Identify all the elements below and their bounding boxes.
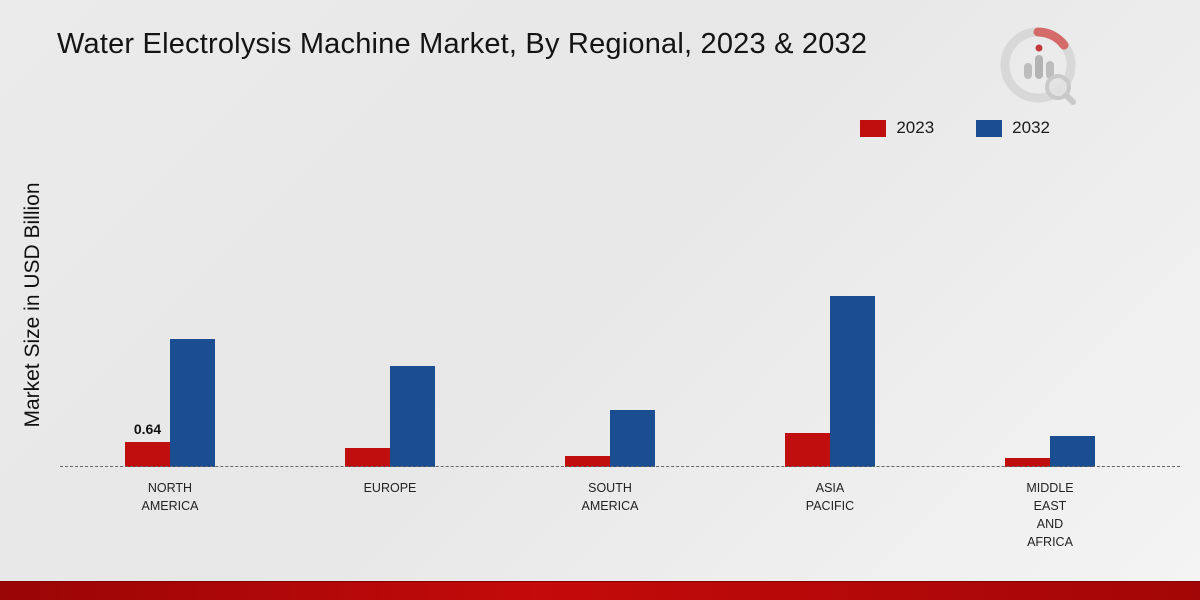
legend-item-2023: 2023 <box>860 118 934 138</box>
y-axis-label: Market Size in USD Billion <box>21 182 44 428</box>
bar-2032-europe <box>390 365 435 467</box>
category-label: SOUTH AMERICA <box>581 481 639 514</box>
bar-pair <box>565 409 655 467</box>
bar-2032-asia-pacific <box>830 296 875 467</box>
legend-label-2023: 2023 <box>896 118 935 137</box>
bar-2023-europe <box>345 447 390 467</box>
bar-group: ASIA PACIFIC <box>785 296 875 513</box>
bar-2023-middle-east-and-africa <box>1005 458 1050 467</box>
bottom-red-strip <box>0 581 1200 600</box>
bar-pair: 0.64 <box>125 339 215 467</box>
bar-2023-asia-pacific <box>785 433 830 467</box>
bar-value-label: 0.64 <box>133 421 162 438</box>
bar-2032-north-america <box>170 339 215 467</box>
chart-legend: 2023 2032 <box>860 118 1050 138</box>
category-label: EUROPE <box>363 481 417 495</box>
brand-logo-icon <box>1000 27 1076 105</box>
legend-swatch-2032 <box>976 119 1003 137</box>
bar-pair <box>1005 435 1095 467</box>
legend-item-2032: 2032 <box>976 118 1050 138</box>
bar-group: MIDDLE EAST AND AFRICA <box>1005 435 1095 549</box>
category-label: NORTH AMERICA <box>141 481 199 514</box>
bar-group: SOUTH AMERICA <box>565 409 655 513</box>
bar-group: EUROPE <box>345 365 435 495</box>
chart-title: Water Electrolysis Machine Market, By Re… <box>57 28 868 60</box>
category-label: MIDDLE EAST AND AFRICA <box>1026 481 1074 550</box>
bar-2032-south-america <box>610 409 655 467</box>
bar-2023-north-america: 0.64 <box>125 421 170 467</box>
legend-label-2032: 2032 <box>1012 118 1050 137</box>
x-axis-baseline <box>60 466 1180 467</box>
bar-pair <box>345 365 435 467</box>
bar-pair <box>785 296 875 467</box>
plot-area: 0.64 NORTH AMERICA EUROPE SOUTH AMERICA ASIA PA… <box>60 120 1160 549</box>
brand-logo <box>998 25 1082 109</box>
category-label: ASIA PACIFIC <box>805 481 855 514</box>
bar-group: 0.64 NORTH AMERICA <box>125 339 215 513</box>
bar-2032-middle-east-and-africa <box>1050 435 1095 467</box>
legend-swatch-2023 <box>860 119 887 137</box>
bar-2023-south-america <box>565 456 610 467</box>
